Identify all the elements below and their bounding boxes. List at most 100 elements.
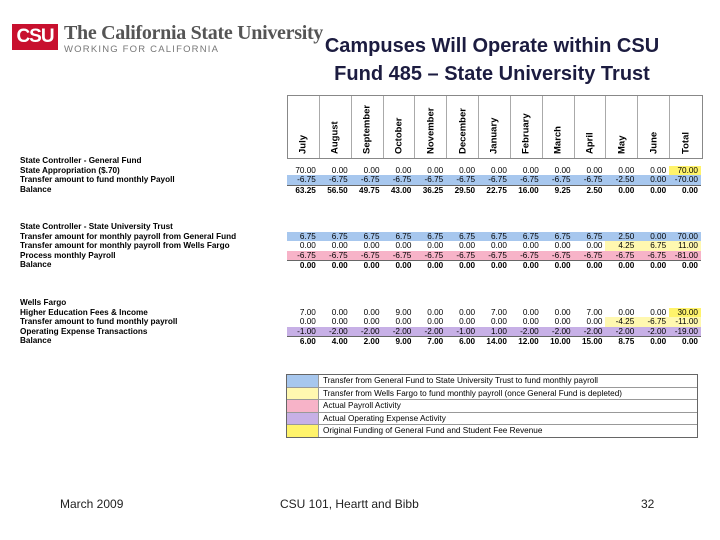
table-cell: -1.00 [297, 326, 316, 336]
table-row: Higher Education Fees & Income 7.00 0.00 0.… [20, 307, 701, 317]
table-cell: 15.00 [581, 337, 603, 346]
table-cell: 0.00 [363, 241, 380, 250]
row-label: Balance [20, 336, 52, 345]
table-cell: 0.00 [682, 185, 698, 195]
csu-logo-mark: CSU [12, 24, 58, 50]
table-cell: 0.00 [331, 165, 348, 175]
table-cell: 0.00 [363, 317, 380, 326]
table-cell: 0.00 [522, 307, 539, 317]
table-cell: 0.00 [490, 317, 507, 326]
table-cell: 30.00 [669, 307, 701, 317]
table-row: Balance 0.00 0.00 0.00 0.00 0.00 0.00 0.00 0.00 0… [20, 260, 701, 270]
table-cell: -6.75 [488, 250, 507, 260]
row-values: -1.00 -2.00 -2.00 -2.00 -2.00 -1.00 1.00 -2.00-… [287, 326, 701, 336]
row-label: State Appropriation ($.70) [20, 165, 120, 175]
table-row: Balance 6.00 4.00 2.00 9.00 7.00 6.00 14.00 12.0… [20, 336, 701, 346]
table-cell: 6.75 [522, 231, 539, 241]
csu-logo-tagline: WORKING FOR CALIFORNIA [64, 44, 220, 55]
slide-title-line1: Campuses Will Operate within CSU [324, 35, 660, 57]
table-cell: 43.00 [390, 185, 412, 195]
month-label: February [520, 113, 532, 154]
month-label: March [552, 126, 564, 154]
table-cell: 0.00 [682, 337, 698, 346]
table-cell: 6.75 [395, 231, 412, 241]
legend-item: Transfer from Wells Fargo to fund monthl… [287, 386, 697, 400]
table-cell: 0.00 [459, 261, 476, 270]
table-cell: -6.75 [520, 250, 539, 260]
table-cell: -6.75 [583, 250, 603, 260]
table-cell: 0.00 [522, 241, 539, 250]
table-row: Transfer amount for monthly payroll from… [20, 231, 701, 241]
slide-title-line2: Fund 485 – State University Trust [334, 63, 650, 85]
legend-swatch [287, 400, 319, 412]
table-cell: -6.75 [583, 175, 603, 184]
month-label: June [648, 131, 660, 154]
table-cell: 6.75 [331, 231, 348, 241]
table-cell: -2.50 [615, 175, 635, 184]
table-cell: -2.00 [360, 326, 380, 336]
legend-item: Actual Payroll Activity [287, 399, 697, 412]
section-header: Wells Fargo [20, 298, 700, 308]
table-cell: 0.00 [618, 165, 635, 175]
table-cell: -6.75 [424, 250, 444, 260]
section-header-label: State Controller - General Fund [20, 156, 142, 165]
month-column-header: November [415, 96, 448, 158]
table-cell: -6.75 [297, 250, 316, 260]
row-values: 70.00 0.00 0.00 0.00 0.00 0.00 0.00 0.00 0.00 0.0… [287, 165, 701, 175]
month-column-header: July [288, 96, 320, 158]
table-cell: -6.75 [424, 175, 444, 184]
month-label: August [329, 121, 341, 154]
footer-date: March 2009 [60, 497, 124, 511]
row-label: Process monthly Payroll [20, 250, 116, 260]
slide-title: Campuses Will Operate within CSU Fund 48… [282, 32, 702, 88]
section-header: State Controller - State University Trus… [20, 222, 700, 232]
table-cell: 0.00 [554, 307, 571, 317]
month-column-header: August [320, 96, 352, 158]
table-cell: 0.00 [427, 307, 444, 317]
table-cell: -4.25 [605, 317, 638, 327]
table-cell: -6.75 [488, 175, 507, 184]
row-label: Transfer amount for monthly payroll from… [20, 241, 230, 250]
legend-text: Transfer from Wells Fargo to fund monthl… [323, 388, 622, 398]
table-cell: 29.50 [454, 185, 476, 195]
table-cell: -2.00 [647, 326, 667, 336]
row-label: Balance [20, 260, 52, 269]
table-cell: 14.00 [486, 337, 507, 346]
table-row: Transfer amount to fund monthly Payoll -6… [20, 175, 701, 185]
month-column-header: April [575, 96, 607, 158]
table-cell: -6.75 [360, 250, 380, 260]
legend-text: Actual Operating Expense Activity [323, 413, 446, 423]
table-cell: 6.75 [363, 231, 380, 241]
table-cell: 49.75 [359, 185, 380, 195]
table-row: Process monthly Payroll -6.75 -6.75 -6.75 -6… [20, 250, 701, 260]
table-cell: 6.00 [459, 337, 476, 346]
row-label: Higher Education Fees & Income [20, 307, 148, 317]
table-cell: -19.00 [674, 326, 698, 336]
table-cell: 0.00 [459, 165, 476, 175]
table-cell: 0.00 [299, 261, 316, 270]
table-cell: -6.75 [392, 250, 412, 260]
table-cell: 0.00 [490, 261, 507, 270]
table-cell: -2.00 [329, 326, 348, 336]
table-section: Wells Fargo Higher Education Fees & Incom… [20, 298, 701, 346]
table-cell: 0.00 [427, 261, 444, 270]
legend-swatch [287, 387, 319, 400]
table-cell: 0.00 [331, 241, 348, 250]
month-column-header: June [638, 96, 671, 158]
legend-text: Actual Payroll Activity [323, 401, 401, 411]
month-column-header: February [511, 96, 543, 158]
table-cell: -6.75 [615, 250, 635, 260]
legend-item: Transfer from General Fund to State Univ… [287, 375, 697, 387]
table-cell: 16.00 [518, 185, 539, 195]
month-column-header: March [543, 96, 575, 158]
row-label: Transfer amount to fund monthly Payoll [20, 175, 175, 184]
legend-swatch [287, 412, 319, 425]
table-cell: -6.75 [456, 250, 476, 260]
row-values: 0.00 0.00 0.00 0.00 0.00 0.00 0.00 0.00 0.00 0.00… [287, 241, 701, 251]
row-label: Transfer amount for monthly payroll from… [20, 231, 237, 241]
table-cell: 0.00 [427, 241, 444, 250]
section-header: State Controller - General Fund [20, 156, 700, 166]
table-cell: -6.75 [456, 175, 476, 184]
table-cell: 0.00 [395, 241, 412, 250]
month-column-header: Total [670, 96, 702, 158]
